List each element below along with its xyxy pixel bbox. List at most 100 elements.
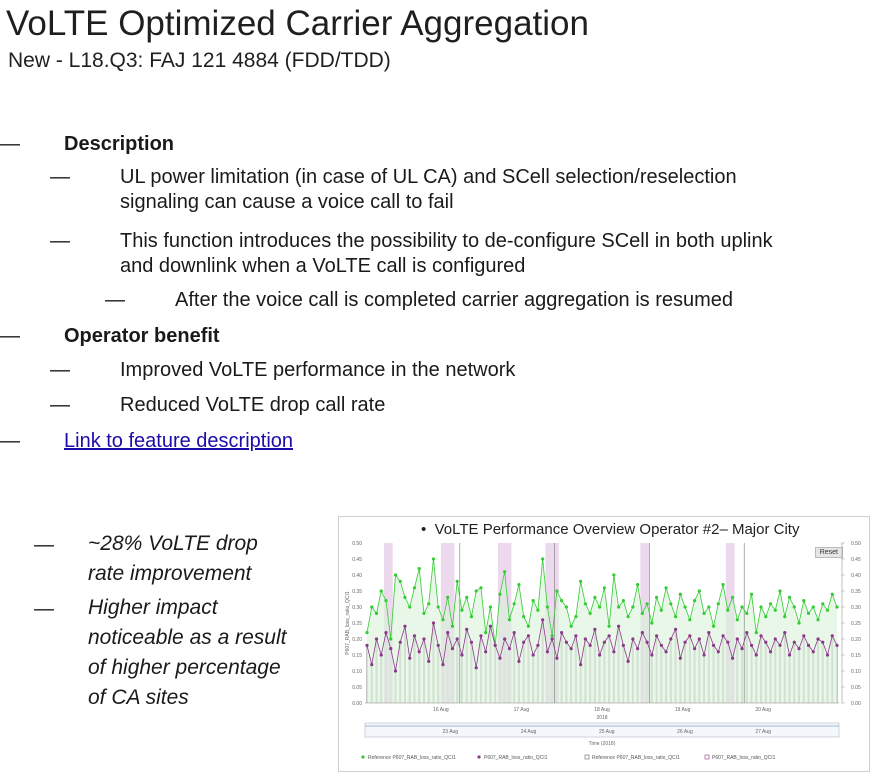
current-series-point (612, 650, 616, 654)
current-series-point (436, 643, 440, 647)
bullet-dash: — (0, 325, 20, 347)
current-series-point (569, 647, 573, 651)
reference-series-point (412, 586, 417, 590)
desc-item-1-line1: UL power limitation (in case of UL CA) a… (120, 166, 737, 188)
current-series-point (398, 640, 402, 644)
reference-series-point (389, 637, 393, 641)
reference-series-point (702, 611, 706, 615)
current-series-point (749, 643, 754, 647)
current-series-point (550, 637, 554, 641)
side-note-2d: of CA sites (88, 686, 189, 709)
y-tick-label-left: 0.05 (352, 685, 362, 691)
current-series-point (745, 631, 749, 635)
benefit-item-2: Reduced VoLTE drop call rate (120, 394, 386, 416)
current-series-point (417, 650, 421, 654)
reference-series-point (588, 611, 592, 615)
feature-description-link[interactable]: Link to feature description (64, 430, 294, 452)
reference-series-point (811, 605, 815, 609)
reference-series-point (379, 589, 383, 593)
reference-series-point (754, 631, 758, 635)
y-tick-label-left: 0.40 (352, 573, 362, 579)
reference-series-point (436, 605, 440, 609)
y-tick-label-left: 0.45 (352, 557, 362, 563)
description-heading: Description (64, 133, 175, 155)
current-series-point (683, 640, 687, 644)
reference-series-point (730, 595, 735, 599)
reference-series-point (517, 583, 521, 587)
reference-series-point (821, 602, 825, 606)
reference-series-point (488, 605, 493, 609)
reference-series-point (507, 618, 512, 622)
legend-label: P607_RAB_loss_ratio_QCI1 (712, 755, 776, 761)
current-series-point (721, 634, 725, 638)
current-series-point (379, 653, 383, 657)
reference-series-point (778, 589, 782, 593)
reference-series-point (735, 618, 739, 622)
reference-series-point (645, 602, 649, 606)
reset-button[interactable]: Reset (814, 547, 843, 558)
reference-series-point (802, 599, 806, 603)
legend-marker (704, 754, 710, 760)
y-tick-label-right: 0.40 (851, 573, 861, 579)
current-series-point (441, 663, 445, 667)
slide-subtitle: New - L18.Q3: FAJ 121 4884 (FDD/TDD) (8, 49, 391, 72)
current-series-point (792, 640, 796, 644)
current-series-point (536, 643, 540, 647)
y-tick-label-left: 0.20 (352, 637, 362, 643)
reference-series-point (469, 615, 474, 619)
current-series-point (640, 631, 644, 635)
bullet-dash: — (50, 394, 70, 416)
legend-marker (361, 755, 365, 759)
reference-series-point (631, 605, 635, 609)
current-series-point (787, 653, 792, 657)
reference-series-point (393, 573, 398, 577)
reference-series-point (555, 589, 559, 593)
current-series-point (664, 650, 668, 654)
reference-series-point (787, 595, 792, 599)
y-tick-label-left: 0.10 (352, 669, 362, 675)
current-series-point (636, 647, 640, 651)
reference-series-point (688, 618, 692, 622)
reference-series-point (664, 586, 668, 590)
reference-series-point (759, 605, 763, 609)
reference-series-point (560, 599, 564, 603)
current-series-point (726, 640, 730, 644)
y-tick-label-right: 0.00 (851, 701, 861, 707)
current-series-point (412, 634, 417, 638)
reference-series-point (370, 605, 374, 609)
reference-series-point (536, 608, 540, 612)
reference-series-point (726, 608, 730, 612)
current-series-point (507, 647, 512, 651)
current-series-point (579, 663, 583, 667)
legend-label: Reference P607_RAB_loss_ratio_QCI1 (592, 755, 680, 761)
reference-series-point (541, 557, 545, 561)
bullet-dash: — (50, 166, 70, 188)
current-series (366, 619, 838, 672)
current-series-point (389, 647, 393, 651)
x-tick-label: 16 Aug (433, 707, 449, 713)
current-series-point (631, 637, 635, 641)
current-series-point (384, 631, 388, 635)
reference-series-point (673, 615, 678, 619)
y-tick-label-left: 0.50 (352, 541, 362, 547)
reference-series-point (498, 592, 502, 596)
reference-series-point (450, 624, 455, 628)
bullet-dash: — (0, 133, 20, 155)
chart-title: • VoLTE Performance Overview Operator #2… (421, 521, 799, 538)
current-series-point (446, 631, 450, 635)
current-series-point (783, 631, 787, 635)
y-tick-label-left: 0.35 (352, 589, 362, 595)
current-series-point (488, 624, 493, 628)
current-series-point (545, 650, 550, 654)
current-series-point (403, 624, 407, 628)
legend-label: Reference P607_RAB_loss_ratio_QCI1 (368, 755, 456, 761)
legend-marker (584, 754, 590, 760)
current-series-point (503, 637, 507, 641)
reference-series-point (697, 589, 701, 593)
y-tick-label-left: 0.15 (352, 653, 362, 659)
current-series-point (598, 653, 602, 657)
reference-series-point (365, 631, 369, 635)
current-series-point (692, 647, 697, 651)
current-series-point (431, 621, 436, 625)
current-series-point (493, 643, 497, 647)
